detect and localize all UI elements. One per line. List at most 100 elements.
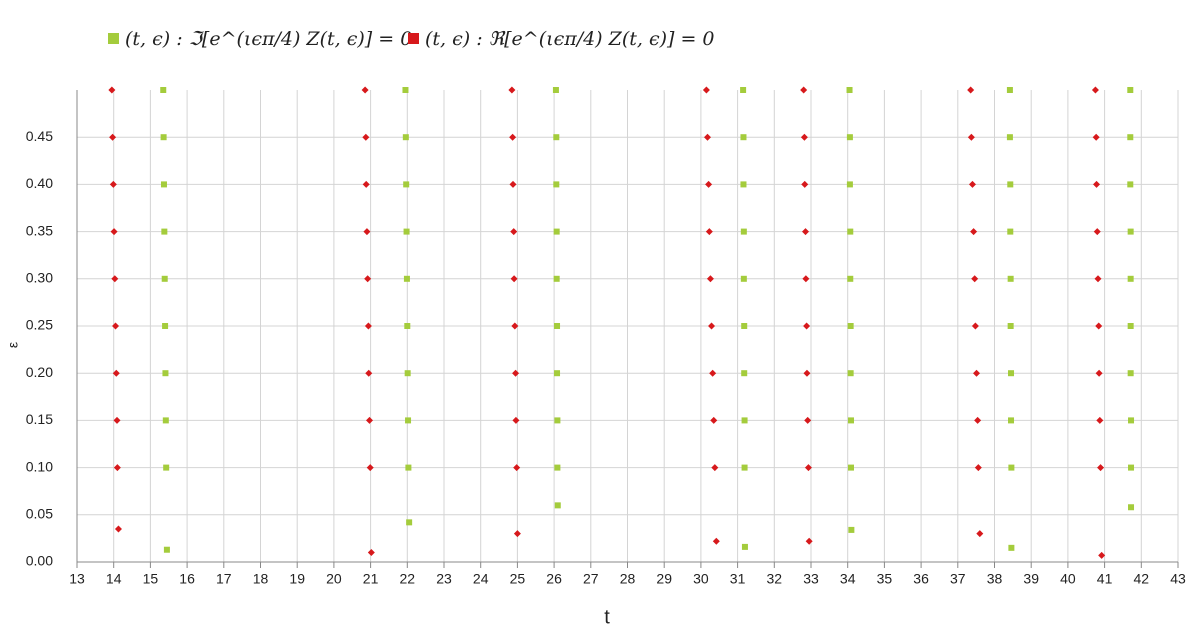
- point: [553, 228, 560, 235]
- point: [741, 370, 748, 377]
- point: [704, 133, 712, 141]
- x-tick-label: 39: [1023, 571, 1039, 587]
- x-tick-label: 38: [987, 571, 1003, 587]
- point: [1127, 134, 1134, 141]
- point: [406, 519, 413, 526]
- x-tick-label: 40: [1060, 571, 1076, 587]
- point: [705, 228, 713, 236]
- y-tick-label: 0.05: [26, 506, 53, 522]
- point: [161, 228, 168, 235]
- point: [847, 370, 854, 377]
- point: [800, 86, 808, 94]
- point: [510, 275, 518, 283]
- x-tick-label: 41: [1097, 571, 1113, 587]
- point: [112, 322, 120, 330]
- point: [402, 87, 409, 93]
- point: [1008, 370, 1015, 377]
- x-tick-label: 25: [510, 571, 526, 587]
- point: [971, 275, 979, 283]
- point: [1094, 275, 1102, 283]
- point: [362, 180, 370, 188]
- point: [1007, 275, 1014, 282]
- point: [709, 369, 717, 377]
- point: [163, 464, 170, 471]
- point: [1096, 416, 1104, 424]
- y-tick-label: 0.30: [26, 270, 53, 286]
- point: [848, 417, 855, 424]
- point: [552, 87, 559, 93]
- point: [365, 369, 373, 377]
- point: [1007, 323, 1014, 329]
- x-tick-label: 26: [546, 571, 562, 587]
- x-tick-label: 43: [1170, 571, 1186, 587]
- point: [740, 181, 747, 188]
- point: [1006, 87, 1013, 93]
- x-tick-label: 16: [179, 571, 195, 587]
- point: [509, 180, 517, 188]
- point: [848, 464, 855, 471]
- point: [554, 370, 561, 377]
- point: [741, 323, 748, 329]
- point: [403, 228, 410, 235]
- x-tick-label: 42: [1134, 571, 1150, 587]
- point: [976, 530, 984, 538]
- point: [708, 322, 716, 330]
- point: [1127, 228, 1134, 235]
- point: [513, 530, 521, 538]
- x-tick-label: 30: [693, 571, 709, 587]
- point: [113, 416, 121, 424]
- point: [740, 228, 747, 235]
- point: [804, 416, 812, 424]
- point: [361, 86, 369, 94]
- x-tick-label: 35: [877, 571, 893, 587]
- point: [366, 464, 374, 472]
- y-tick-label: 0.40: [26, 175, 53, 191]
- point: [706, 275, 714, 283]
- point: [554, 323, 561, 329]
- x-tick-label: 28: [620, 571, 636, 587]
- point: [1127, 323, 1134, 329]
- point: [160, 87, 167, 93]
- point: [553, 181, 560, 188]
- point: [512, 369, 520, 377]
- point: [112, 369, 120, 377]
- point: [974, 416, 982, 424]
- x-tick-label: 34: [840, 571, 856, 587]
- point: [364, 322, 372, 330]
- point: [405, 464, 412, 471]
- point: [113, 464, 121, 472]
- point: [1128, 504, 1135, 511]
- point: [974, 464, 982, 472]
- point: [404, 323, 411, 329]
- x-tick-label: 24: [473, 571, 489, 587]
- x-tick-label: 21: [363, 571, 379, 587]
- point: [740, 87, 747, 93]
- x-tick-label: 32: [767, 571, 783, 587]
- point: [404, 370, 411, 377]
- point: [967, 133, 975, 141]
- point: [553, 275, 560, 282]
- point: [800, 133, 808, 141]
- x-tick-label: 36: [913, 571, 929, 587]
- point: [553, 134, 560, 141]
- x-tick-label: 37: [950, 571, 966, 587]
- point: [1097, 464, 1105, 472]
- point: [114, 525, 122, 533]
- y-tick-label: 0.45: [26, 128, 53, 144]
- point: [741, 543, 748, 550]
- point: [510, 228, 518, 236]
- point: [513, 464, 521, 472]
- point: [1127, 87, 1134, 93]
- point: [162, 417, 169, 424]
- x-tick-label: 15: [143, 571, 159, 587]
- point: [1006, 134, 1013, 141]
- point: [705, 180, 713, 188]
- point: [710, 416, 718, 424]
- x-tick-label: 20: [326, 571, 342, 587]
- point: [741, 417, 748, 424]
- point: [712, 537, 720, 545]
- point: [847, 228, 854, 235]
- point: [1127, 275, 1134, 282]
- y-tick-label: 0.35: [26, 222, 53, 238]
- point: [970, 228, 978, 236]
